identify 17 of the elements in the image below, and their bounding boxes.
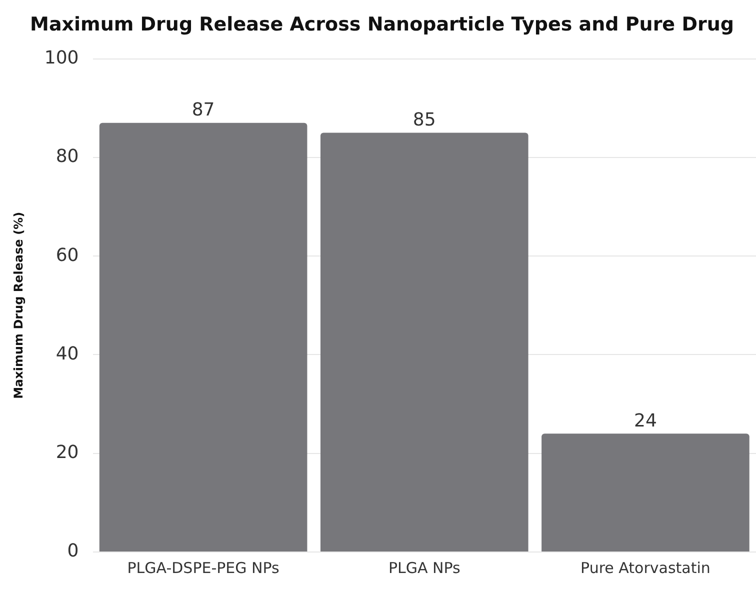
chart-title: Maximum Drug Release Across Nanoparticle Types and Pure Drug <box>30 13 734 36</box>
bar <box>99 122 308 552</box>
y-tick-label: 0 <box>67 540 79 562</box>
data-label: 24 <box>634 410 657 432</box>
data-label: 85 <box>412 109 436 130</box>
y-axis-title: Maximum Drug Release (%) <box>11 212 26 399</box>
bar <box>542 434 750 552</box>
y-tick-label: 100 <box>44 47 79 68</box>
x-tick-label: PLGA-DSPE-PEG NPs <box>127 558 280 577</box>
y-tick-label: 60 <box>56 244 79 266</box>
y-tick-label: 80 <box>56 146 79 168</box>
data-label: 87 <box>192 100 215 121</box>
x-tick-label: Pure Atorvastatin <box>580 558 710 577</box>
y-tick-label: 20 <box>56 442 79 464</box>
x-tick-label: PLGA NPs <box>388 558 460 577</box>
bar <box>320 132 528 552</box>
y-tick-label: 40 <box>56 343 79 364</box>
